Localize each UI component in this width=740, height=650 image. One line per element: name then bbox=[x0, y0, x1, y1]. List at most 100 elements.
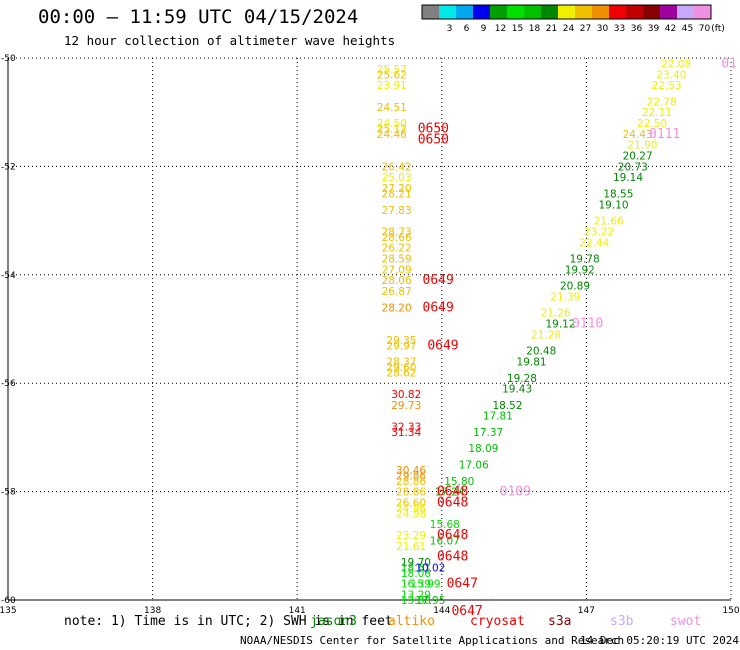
wave-height-point: 16.39 bbox=[401, 579, 431, 591]
y-tick-label: -60 bbox=[1, 596, 16, 606]
legend-swatch bbox=[456, 5, 473, 19]
wave-height-point: 23.22 bbox=[584, 226, 614, 238]
wave-height-point: 18.09 bbox=[468, 443, 498, 455]
wave-height-point: 15.68 bbox=[430, 519, 460, 531]
wave-height-point: 17.81 bbox=[483, 411, 513, 423]
legend-tick-label: 15 bbox=[512, 24, 523, 34]
wave-height-point: 26.22 bbox=[382, 243, 412, 255]
legend-border bbox=[421, 4, 712, 20]
wave-height-point: 27.83 bbox=[382, 205, 412, 217]
satellite-legend-s3b: s3b bbox=[610, 614, 634, 629]
satellite-legend-altiko: altiko bbox=[388, 614, 435, 629]
wave-height-point: 30.82 bbox=[391, 389, 421, 401]
plot-frame bbox=[7, 58, 731, 601]
wave-height-point: 19.43 bbox=[502, 384, 532, 396]
wave-height-point: 25.03 bbox=[382, 172, 412, 184]
pass-labels: 0650065006490649064906480648064806480647… bbox=[418, 56, 737, 618]
legend-swatch bbox=[524, 5, 541, 19]
x-tick-label: 150 bbox=[722, 606, 739, 616]
wave-height-point: 28.66 bbox=[382, 232, 412, 244]
legend-swatch bbox=[490, 5, 507, 19]
wave-height-point: 17.95 bbox=[415, 595, 445, 607]
wave-height-point: 19.81 bbox=[517, 357, 547, 369]
pass-time-label: 0111 bbox=[649, 127, 680, 142]
generation-timestamp: 14 Dec 05:20:19 UTC 2024 bbox=[580, 634, 739, 647]
wave-height-point: 24.51 bbox=[377, 102, 407, 114]
legend-swatch bbox=[507, 5, 524, 19]
pass-time-label: 01 bbox=[721, 56, 737, 71]
legend-swatch bbox=[541, 5, 558, 19]
wave-height-point: 22.11 bbox=[642, 107, 672, 119]
y-tick-label: -52 bbox=[1, 162, 16, 172]
wave-height-point: 25.62 bbox=[377, 69, 407, 81]
wave-height-point: 29.86 bbox=[396, 470, 426, 482]
pass-time-label: 0647 bbox=[447, 577, 478, 592]
wave-height-point: 19.14 bbox=[613, 172, 643, 184]
satellite-legend-swot: swot bbox=[670, 614, 701, 629]
wave-height-point: 28.73 bbox=[382, 226, 412, 238]
legend-swatch bbox=[626, 5, 643, 19]
wave-height-point: 24.96 bbox=[396, 503, 426, 515]
y-tick-label: -56 bbox=[1, 379, 16, 389]
pass-time-label: 0109 bbox=[500, 485, 531, 500]
wave-height-point: 18.55 bbox=[603, 189, 633, 201]
wave-height-point: 23.29 bbox=[396, 530, 426, 542]
wave-height-point: 19.12 bbox=[545, 319, 575, 331]
legend-tick-label: 18 bbox=[529, 24, 541, 34]
wave-height-point: 18.61 bbox=[401, 562, 431, 574]
wave-height-point: 20.73 bbox=[618, 161, 648, 173]
pass-time-label: 0649 bbox=[427, 338, 458, 353]
wave-height-point: 28.86 bbox=[396, 476, 426, 488]
wave-height-point: 10.02 bbox=[415, 562, 445, 574]
wave-height-point: 25.12 bbox=[377, 123, 407, 135]
wave-height-point: 27.09 bbox=[382, 264, 412, 276]
legend-tick-label: 70 bbox=[699, 24, 711, 34]
pass-time-label: 0649 bbox=[423, 273, 454, 288]
wave-height-point: 25.57 bbox=[377, 64, 407, 76]
x-tick-label: 147 bbox=[578, 606, 595, 616]
pass-time-label: 0649 bbox=[423, 300, 454, 315]
wave-height-point: 21.66 bbox=[594, 216, 624, 228]
wave-height-point: 28.37 bbox=[386, 357, 416, 369]
wave-height-point: 18.06 bbox=[401, 568, 431, 580]
wave-height-point: 29.97 bbox=[386, 340, 416, 352]
wave-height-point: 22.08 bbox=[661, 58, 691, 70]
pass-time-label: 0110 bbox=[572, 317, 603, 332]
legend-swatch bbox=[592, 5, 609, 19]
wave-height-point: 24.50 bbox=[377, 118, 407, 130]
legend-tick-label: 9 bbox=[481, 24, 487, 34]
pass-time-label: 0648 bbox=[437, 495, 468, 510]
wave-height-point: 26.60 bbox=[396, 497, 426, 509]
legend-unit: (ft) bbox=[711, 24, 725, 34]
wave-height-point: 28.59 bbox=[382, 254, 412, 266]
wave-height-point: 19.70 bbox=[401, 557, 431, 569]
wave-height-point: 30.46 bbox=[396, 465, 426, 477]
x-tick-label: 135 bbox=[0, 606, 17, 616]
legend-swatch bbox=[660, 5, 677, 19]
legend-swatch bbox=[422, 5, 439, 19]
x-tick-label: 144 bbox=[433, 606, 450, 616]
wave-height-point: 17.06 bbox=[459, 460, 489, 472]
color-legend: 3 6 9 12 15 18 21 24 27 30 33 36 39 42 45 70 (ft) bbox=[421, 4, 725, 34]
wave-height-point: 23.91 bbox=[377, 80, 407, 92]
wave-height-point: 19.78 bbox=[570, 254, 600, 266]
satellite-legend-cryosat: cryosat bbox=[470, 614, 525, 629]
wave-height-point: 20.27 bbox=[623, 151, 653, 163]
legend-tick-label: 42 bbox=[665, 24, 676, 34]
wave-height-point: 31.34 bbox=[391, 427, 421, 439]
legend-tick-label: 21 bbox=[546, 24, 557, 34]
legend-tick-label: 12 bbox=[495, 24, 506, 34]
y-tick-label: -54 bbox=[1, 271, 16, 281]
wave-height-point: 17.37 bbox=[473, 427, 503, 439]
wave-height-point: 24.43 bbox=[623, 129, 653, 141]
page-subtitle: 12 hour collection of altimeter wave hei… bbox=[64, 33, 396, 48]
legend-tick-label: 6 bbox=[464, 24, 470, 34]
legend-tick-label: 3 bbox=[447, 24, 453, 34]
wave-height-point: 28.21 bbox=[382, 189, 412, 201]
wave-height-point: 28.86 bbox=[396, 487, 426, 499]
wave-height-point: 32.33 bbox=[391, 422, 421, 434]
pass-time-label: 0648 bbox=[437, 528, 468, 543]
wave-height-point: 29.73 bbox=[391, 400, 421, 412]
